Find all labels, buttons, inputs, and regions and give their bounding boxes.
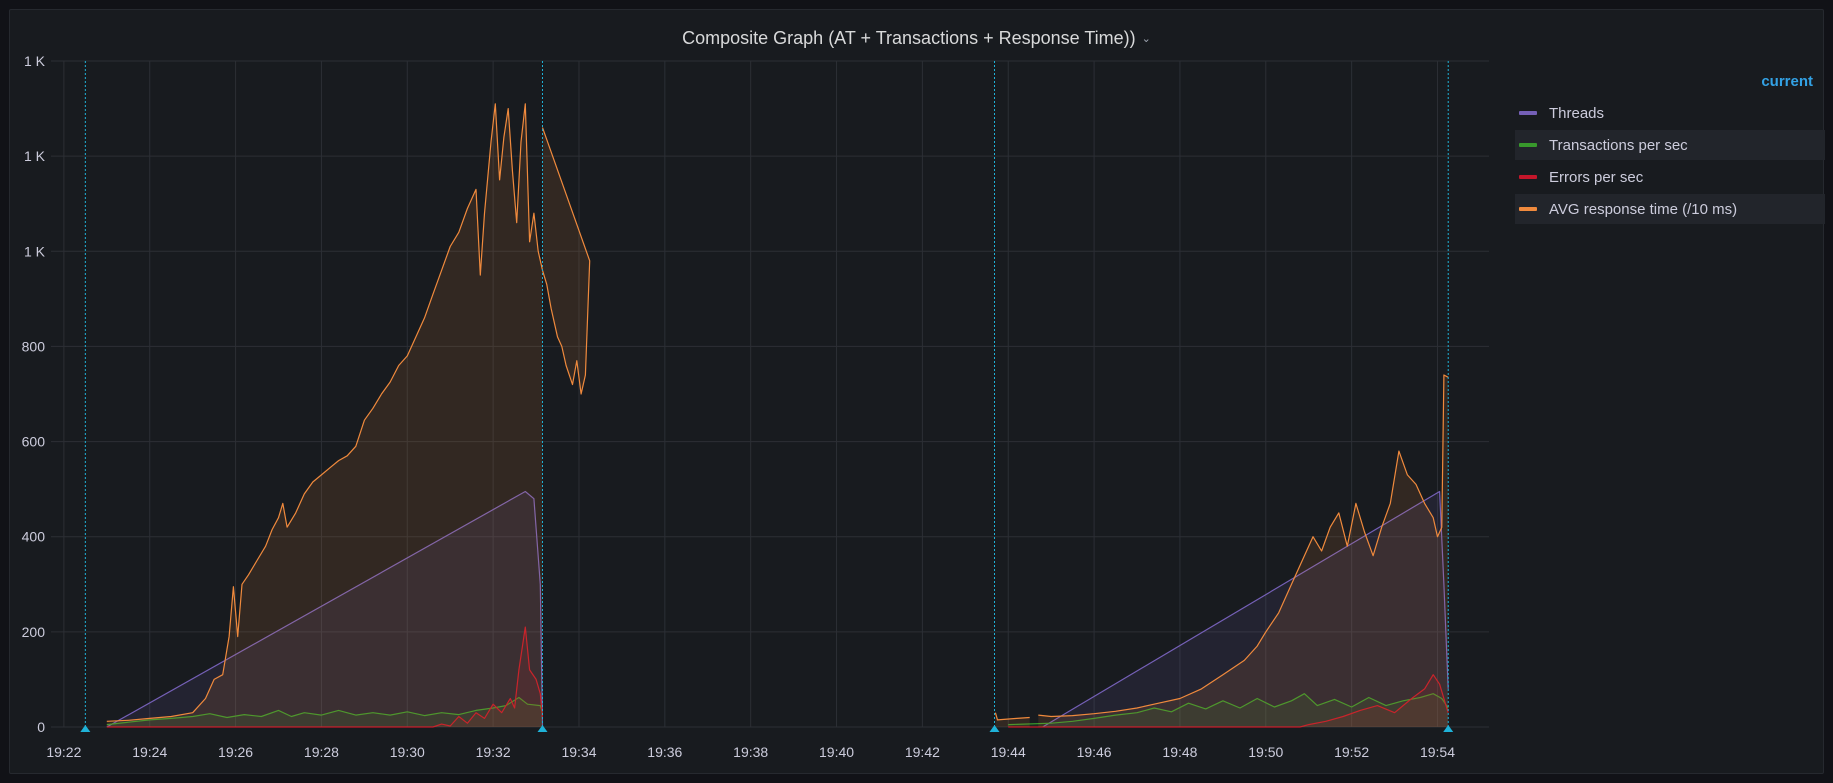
- x-tick-label: 19:28: [304, 744, 339, 760]
- x-tick-label: 19:26: [218, 744, 253, 760]
- y-tick-label: 400: [22, 529, 46, 545]
- legend-swatch: [1519, 143, 1537, 147]
- series-area: [1008, 693, 1449, 727]
- x-tick-label: 19:52: [1334, 744, 1369, 760]
- annotation-marker: [537, 725, 548, 732]
- series-line: [106, 490, 544, 728]
- x-tick-label: 19:24: [132, 744, 167, 760]
- series-line: [106, 626, 544, 728]
- x-tick-label: 19:46: [1077, 744, 1112, 760]
- annotation-marker: [989, 725, 1000, 732]
- legend-item-threads[interactable]: Threads: [1515, 98, 1825, 128]
- x-tick-label: 19:34: [561, 744, 596, 760]
- legend-swatch: [1519, 111, 1537, 115]
- series-line: [1008, 674, 1449, 728]
- legend-swatch: [1519, 175, 1537, 179]
- x-tick-label: 19:50: [1248, 744, 1283, 760]
- legend-label: Threads: [1549, 104, 1605, 122]
- annotation-marker: [1443, 725, 1454, 732]
- x-tick-label: 19:30: [390, 744, 425, 760]
- x-tick-label: 19:36: [647, 744, 682, 760]
- y-tick-label: 800: [22, 338, 46, 354]
- legend-swatch: [1519, 207, 1537, 211]
- legend-item-errors[interactable]: Errors per sec: [1515, 162, 1825, 192]
- series-line: [106, 696, 544, 726]
- x-tick-label: 19:40: [819, 744, 854, 760]
- legend-label: AVG response time (/10 ms): [1549, 200, 1738, 218]
- x-tick-label: 19:54: [1420, 744, 1455, 760]
- series-area: [1038, 375, 1449, 727]
- chevron-down-icon[interactable]: ⌄: [1141, 33, 1151, 45]
- series-line: [994, 712, 1030, 721]
- series-line: [1038, 374, 1449, 718]
- series-area: [1008, 674, 1449, 727]
- x-tick-label: 19:22: [46, 744, 81, 760]
- y-tick-label: 200: [22, 624, 46, 640]
- y-tick-label: 600: [22, 434, 46, 450]
- y-tick-label: 1 K: [24, 243, 46, 259]
- legend: current Threads Transactions per sec Err…: [1515, 66, 1825, 226]
- series-area: [995, 712, 1030, 727]
- x-tick-label: 19:32: [476, 744, 511, 760]
- series-line: [1008, 693, 1449, 726]
- series-area: [106, 491, 543, 727]
- legend-item-transactions[interactable]: Transactions per sec: [1515, 130, 1825, 160]
- graph-panel: Composite Graph (AT + Transactions + Res…: [9, 9, 1825, 775]
- legend-label: Errors per sec: [1549, 168, 1644, 186]
- series-area: [1042, 491, 1449, 727]
- x-tick-label: 19:38: [733, 744, 768, 760]
- legend-item-response-time[interactable]: AVG response time (/10 ms): [1515, 194, 1825, 224]
- legend-current-header[interactable]: current: [1761, 73, 1813, 90]
- series-area: [106, 103, 590, 728]
- chart-plot-area[interactable]: 0 200 400 600 800 1 K 1 K 1 K 19:22 19:24 19:26 19:…: [10, 10, 1515, 775]
- y-tick-label: 1 K: [24, 53, 46, 69]
- legend-label: Transactions per sec: [1549, 136, 1688, 154]
- y-tick-label: 0: [37, 719, 45, 735]
- y-tick-label: 1 K: [24, 148, 46, 164]
- series-area: [106, 627, 543, 727]
- x-tick-label: 19:48: [1162, 744, 1197, 760]
- series-area: [106, 697, 543, 727]
- x-tick-label: 19:42: [905, 744, 940, 760]
- annotation-marker: [80, 725, 91, 732]
- panel-header[interactable]: Composite Graph (AT + Transactions + Res…: [10, 28, 1823, 49]
- series-line: [1042, 490, 1449, 728]
- x-tick-label: 19:44: [991, 744, 1026, 760]
- panel-title[interactable]: Composite Graph (AT + Transactions + Res…: [682, 28, 1136, 48]
